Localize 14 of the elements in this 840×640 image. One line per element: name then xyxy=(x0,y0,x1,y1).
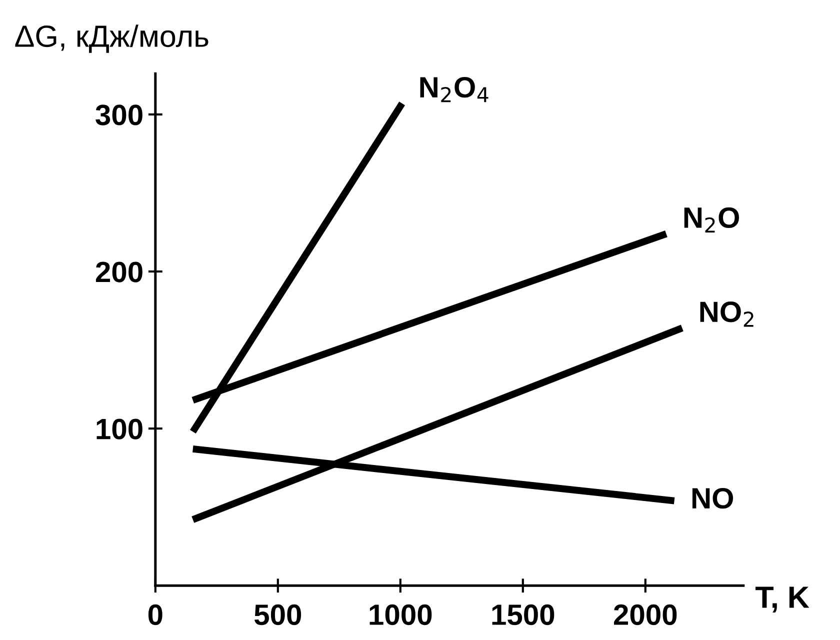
x-tick-label: 0 xyxy=(148,604,162,626)
series-label: NO xyxy=(692,488,734,509)
y-axis-title: ΔG, кДж/моль xyxy=(15,24,208,53)
x-tick-label: 500 xyxy=(254,604,302,626)
y-tick-label: 200 xyxy=(96,262,142,282)
y-tick-label: 300 xyxy=(96,104,142,126)
series-label: NO$_{2}$ xyxy=(700,302,754,327)
x-tick-label: 1000 xyxy=(370,604,432,626)
x-tick-label: 1500 xyxy=(492,604,554,626)
series-label: N$_{2}$O$_{4}$ xyxy=(420,76,488,102)
y-tick-label: 100 xyxy=(96,418,142,440)
x-axis-title: T, K xyxy=(756,586,810,612)
series-label: N$_{2}$O xyxy=(684,207,740,232)
x-tick-label: 2000 xyxy=(614,604,677,626)
